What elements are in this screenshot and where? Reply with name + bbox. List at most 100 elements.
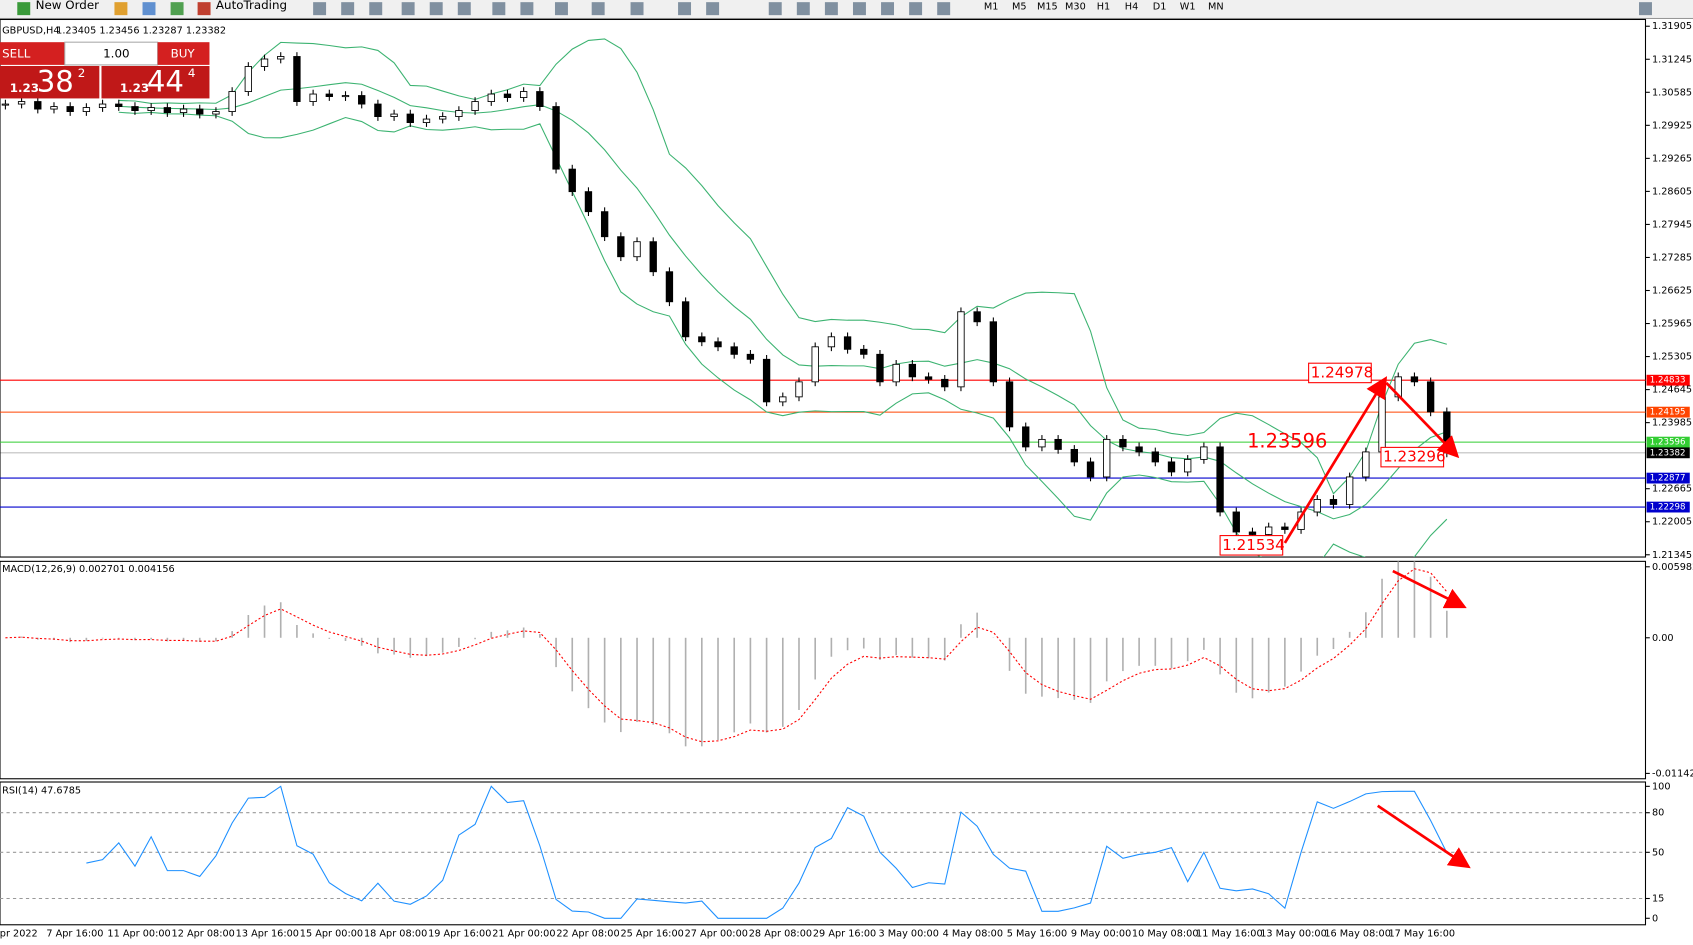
timeframe-button[interactable]: M15 — [1037, 1, 1058, 12]
time-label: 13 May 00:00 — [1260, 928, 1327, 939]
toolbar-icon[interactable] — [429, 2, 443, 16]
one-click-trading: SELL 1.00 BUY 1.23 38 2 1.23 44 4 — [0, 41, 210, 99]
macd-tick-label: -0.011429 — [1652, 768, 1693, 779]
price-level-tag — [1646, 374, 1690, 386]
bid-point: 2 — [78, 66, 86, 80]
candle — [455, 110, 463, 118]
timeframe-button[interactable]: M30 — [1065, 1, 1086, 12]
toolbar-icon[interactable] — [142, 2, 156, 16]
candle — [358, 95, 366, 105]
toolbar-icon[interactable] — [457, 2, 471, 16]
ask-point: 4 — [188, 66, 196, 80]
toolbar-icon[interactable] — [796, 2, 810, 16]
toolbar-icon[interactable] — [678, 2, 692, 16]
candle — [50, 106, 58, 110]
time-label: 5 May 16:00 — [1007, 928, 1067, 939]
toolbar-icon[interactable] — [401, 2, 415, 16]
candle — [941, 378, 949, 388]
annotation-label: 1.23296 — [1383, 448, 1445, 466]
autotrading-button[interactable]: AutoTrading — [216, 0, 287, 12]
candle — [390, 113, 398, 118]
rsi-tick-label: 100 — [1652, 781, 1671, 792]
ask-box[interactable] — [101, 65, 210, 99]
time-label: 15 Apr 00:00 — [300, 928, 363, 939]
autotrading-icon[interactable] — [197, 2, 211, 16]
toolbar-icon[interactable] — [706, 2, 720, 16]
timeframe-button[interactable]: MN — [1208, 1, 1224, 12]
candle — [66, 106, 74, 112]
toolbar-icon[interactable] — [768, 2, 782, 16]
timeframe-button[interactable]: M5 — [1012, 1, 1027, 12]
candle — [1378, 396, 1386, 453]
toolbar-icon[interactable] — [492, 2, 506, 16]
bollinger-band — [118, 38, 1447, 495]
price-level-tag — [1646, 436, 1690, 448]
toolbar-icon[interactable] — [881, 2, 895, 16]
time-label: 9 May 00:00 — [1071, 928, 1131, 939]
candle — [98, 103, 107, 108]
buy-button[interactable] — [157, 42, 210, 65]
time-label: 3 May 00:00 — [878, 928, 938, 939]
candle — [762, 358, 771, 403]
candle — [1151, 451, 1159, 463]
sell-label[interactable]: SELL — [2, 47, 31, 61]
sell-button[interactable] — [0, 42, 65, 65]
time-label: 12 Apr 08:00 — [172, 928, 235, 939]
new-order-button[interactable]: New Order — [36, 0, 99, 12]
toolbar-icon[interactable] — [591, 2, 605, 16]
candle — [536, 91, 544, 107]
candle — [471, 101, 479, 111]
toolbar-icon[interactable] — [520, 2, 534, 16]
candle — [260, 58, 269, 67]
candle — [293, 56, 301, 102]
lot-value[interactable]: 1.00 — [103, 47, 129, 61]
candle — [422, 118, 431, 124]
toolbar-icon[interactable] — [341, 2, 355, 16]
toolbar-icon[interactable] — [824, 2, 838, 16]
buy-label[interactable]: BUY — [171, 47, 196, 61]
toolbar-icon[interactable] — [937, 2, 951, 16]
bid-pips: 38 — [37, 64, 74, 98]
rsi-tick-label: 50 — [1652, 847, 1664, 858]
candle — [649, 241, 657, 273]
timeframe-button[interactable]: M1 — [984, 1, 999, 12]
candle — [196, 108, 204, 115]
toolbar-icon[interactable] — [909, 2, 923, 16]
candle — [568, 168, 576, 193]
timeframe-button[interactable]: H4 — [1125, 1, 1138, 12]
search-icon[interactable] — [1639, 2, 1652, 16]
candle — [552, 106, 560, 170]
timeframe-button[interactable]: H1 — [1097, 1, 1110, 12]
toolbar-icon[interactable] — [852, 2, 866, 16]
candle — [487, 93, 495, 102]
arrow — [1385, 381, 1460, 459]
time-label: 13 Apr 16:00 — [236, 928, 299, 939]
toolbar-icon[interactable] — [313, 2, 327, 16]
toolbar-icon[interactable] — [630, 2, 644, 16]
price-tick-label: 1.29265 — [1652, 153, 1692, 164]
new-order-icon[interactable] — [17, 2, 31, 16]
bid-box[interactable] — [0, 65, 100, 99]
candle — [212, 111, 220, 115]
candle — [1232, 511, 1240, 533]
timeframe-button[interactable]: D1 — [1153, 1, 1167, 12]
candle — [1005, 381, 1014, 428]
price-level-label: 1.22298 — [1650, 503, 1686, 513]
annotation-label: 1.21534 — [1222, 536, 1284, 554]
bollinger-band — [118, 111, 1448, 558]
time-label: 7 Apr 16:00 — [46, 928, 103, 939]
toolbar-icon[interactable] — [554, 2, 568, 16]
candle — [860, 348, 868, 355]
toolbar-icon[interactable] — [170, 2, 184, 16]
price-tick-label: 1.26625 — [1652, 285, 1692, 296]
candle — [1248, 531, 1257, 535]
timeframe-button[interactable]: W1 — [1180, 1, 1196, 12]
price-level-tag — [1646, 472, 1690, 484]
toolbar-icon[interactable] — [114, 2, 128, 16]
toolbar-icon[interactable] — [369, 2, 383, 16]
candle — [617, 236, 625, 258]
candle — [600, 211, 609, 238]
timeframe-bar: M1 M5 M15 M30 H1 H4 D1 W1 MN — [984, 1, 1224, 12]
candle — [892, 363, 900, 383]
ask-pips: 44 — [147, 64, 184, 98]
